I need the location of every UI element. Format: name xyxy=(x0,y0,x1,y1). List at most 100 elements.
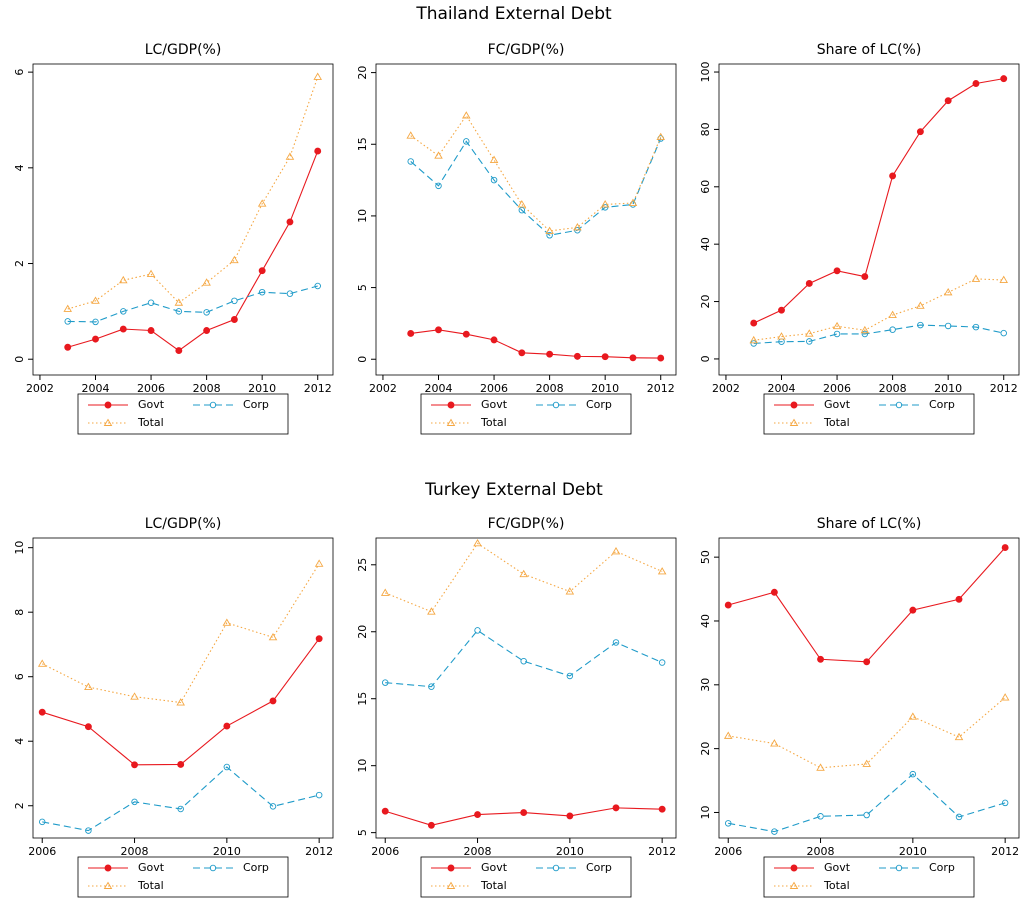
legend-label: Total xyxy=(137,416,164,429)
point-marker xyxy=(805,280,813,287)
point-marker xyxy=(888,310,897,318)
legend-marker xyxy=(103,418,113,426)
legend-box xyxy=(420,856,632,898)
x-tick-label: 2006 xyxy=(480,382,508,395)
panel-title: Share of LC(%) xyxy=(817,516,922,532)
point-marker xyxy=(231,297,238,305)
legend-marker xyxy=(103,881,113,889)
panel-title: LC/GDP(%) xyxy=(145,42,222,58)
point-marker xyxy=(860,325,870,334)
point-marker xyxy=(130,692,139,700)
point-marker xyxy=(120,308,127,315)
y-tick-label: 10 xyxy=(699,805,712,819)
point-marker xyxy=(64,343,72,351)
group-title: Turkey External Debt xyxy=(424,480,603,500)
point-marker xyxy=(177,761,185,768)
y-tick-label: 100 xyxy=(699,62,712,83)
point-marker xyxy=(1001,799,1009,807)
point-marker xyxy=(268,632,278,641)
point-marker xyxy=(435,326,442,334)
legend-box xyxy=(77,856,289,898)
y-tick-label: 6 xyxy=(13,673,26,680)
point-marker xyxy=(257,199,267,207)
y-tick-label: 20 xyxy=(356,625,369,639)
x-tick-label: 2008 xyxy=(464,845,492,858)
point-marker xyxy=(434,151,443,159)
point-marker xyxy=(222,618,232,626)
x-tick-label: 2012 xyxy=(991,845,1019,858)
point-marker xyxy=(972,323,980,331)
point-marker xyxy=(658,659,666,666)
y-tick-label: 0 xyxy=(13,356,26,363)
point-marker xyxy=(146,269,156,277)
point-marker xyxy=(381,807,389,815)
point-marker xyxy=(724,601,732,609)
plot-frame xyxy=(718,537,1020,839)
x-tick-label: 2012 xyxy=(304,382,332,395)
point-marker xyxy=(656,132,666,141)
x-tick-label: 2006 xyxy=(371,845,399,858)
point-marker xyxy=(804,329,814,337)
point-marker xyxy=(427,821,435,829)
x-tick-label: 2006 xyxy=(28,845,56,858)
point-marker xyxy=(63,304,73,312)
point-marker xyxy=(37,659,47,667)
point-marker xyxy=(85,827,92,834)
legend-box xyxy=(77,393,289,435)
legend-marker xyxy=(446,881,456,889)
point-marker xyxy=(600,200,610,208)
y-tick-label: 4 xyxy=(13,738,26,745)
y-tick-label: 2 xyxy=(13,260,26,267)
point-marker xyxy=(84,682,93,690)
x-tick-label: 2006 xyxy=(137,382,165,395)
y-tick-label: 10 xyxy=(356,209,369,223)
point-marker xyxy=(832,321,842,330)
y-tick-label: 20 xyxy=(356,66,369,80)
point-marker xyxy=(657,567,667,575)
point-marker xyxy=(490,176,498,184)
y-tick-label: 4 xyxy=(13,164,26,171)
series-line xyxy=(410,114,662,232)
point-marker xyxy=(435,182,442,190)
point-marker xyxy=(428,683,435,690)
point-marker xyxy=(917,321,924,329)
point-marker xyxy=(955,595,963,603)
series-line xyxy=(728,547,1006,663)
y-tick-label: 40 xyxy=(699,614,712,628)
point-marker xyxy=(771,828,778,835)
x-tick-label: 2012 xyxy=(648,845,676,858)
point-marker xyxy=(84,723,92,731)
plot-frame xyxy=(375,63,677,376)
point-marker xyxy=(473,538,482,547)
y-tick-label: 5 xyxy=(356,284,369,291)
point-marker xyxy=(313,72,323,80)
series-line xyxy=(753,278,1004,341)
point-marker xyxy=(778,306,785,314)
point-marker xyxy=(750,319,758,327)
legend-marker xyxy=(789,418,799,426)
point-marker xyxy=(520,809,528,817)
plot-frame xyxy=(32,537,334,839)
x-tick-label: 2012 xyxy=(305,845,333,858)
point-marker xyxy=(724,820,732,827)
point-marker xyxy=(203,309,210,316)
point-marker xyxy=(566,672,574,680)
point-marker xyxy=(380,588,390,596)
point-marker xyxy=(223,763,231,771)
series-line xyxy=(42,766,320,832)
point-marker xyxy=(490,336,498,344)
point-marker xyxy=(147,299,155,307)
x-tick-label: 2010 xyxy=(934,382,962,395)
series-line xyxy=(728,697,1006,769)
point-marker xyxy=(223,722,231,730)
point-marker xyxy=(573,222,582,231)
point-marker xyxy=(177,805,184,813)
point-marker xyxy=(861,273,869,281)
legend-label: Govt xyxy=(481,398,508,411)
point-marker xyxy=(38,818,46,826)
legend-marker xyxy=(790,401,798,409)
point-marker xyxy=(944,97,952,105)
point-marker xyxy=(657,354,665,362)
point-marker xyxy=(999,275,1009,283)
